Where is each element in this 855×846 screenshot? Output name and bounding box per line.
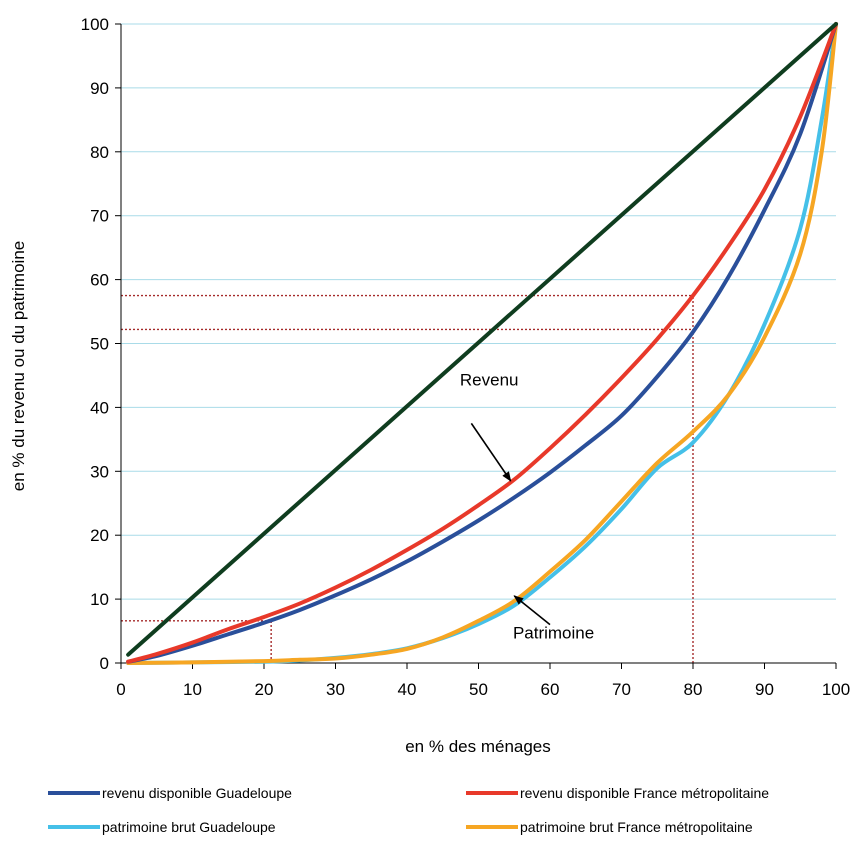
x-tick-label-60: 60 — [541, 680, 560, 699]
x-tick-label-50: 50 — [469, 680, 488, 699]
reference-lines — [121, 294, 694, 663]
legend-label-0: revenu disponible Guadeloupe — [102, 785, 292, 801]
series-line-2 — [126, 22, 838, 664]
y-tick-label-10: 10 — [90, 590, 109, 609]
annotation-arrow-0 — [470, 422, 512, 482]
annotation-arrow-1 — [513, 595, 551, 626]
y-tick-label-60: 60 — [90, 271, 109, 290]
y-tick-label-0: 0 — [100, 654, 109, 673]
legend-label-1: revenu disponible France métropolitaine — [520, 785, 769, 801]
y-tick-label-30: 30 — [90, 462, 109, 481]
x-tick-label-80: 80 — [684, 680, 703, 699]
x-tick-label-90: 90 — [755, 680, 774, 699]
legend-item-2: patrimoine brut Guadeloupe — [48, 819, 276, 835]
x-axis-title: en % des ménages — [405, 737, 551, 756]
legend: revenu disponible Guadeloupe revenu dispo… — [48, 785, 769, 835]
y-tick-label-80: 80 — [90, 143, 109, 162]
legend-label-2: patrimoine brut Guadeloupe — [102, 819, 276, 835]
x-tick-label-70: 70 — [612, 680, 631, 699]
y-tick-label-100: 100 — [81, 15, 109, 34]
annotation-label-1: Patrimoine — [513, 624, 594, 643]
x-tick-label-100: 100 — [822, 680, 850, 699]
series-line-0 — [126, 22, 838, 657]
x-tick-label-10: 10 — [183, 680, 202, 699]
series-line-4 — [126, 22, 838, 665]
y-axis-title: en % du revenu ou du patrimoine — [9, 241, 28, 491]
legend-item-0: revenu disponible Guadeloupe — [48, 785, 292, 801]
y-tick-label-70: 70 — [90, 207, 109, 226]
series-line-1 — [126, 22, 838, 664]
legend-item-1: revenu disponible France métropolitaine — [466, 785, 769, 801]
legend-item-3: patrimoine brut France métropolitaine — [466, 819, 753, 835]
grid-lines — [121, 23, 836, 600]
series-lines — [126, 22, 838, 665]
annotation-label-0: Revenu — [460, 371, 519, 390]
y-tick-labels: 0 10 20 30 40 50 60 70 80 90 100 — [81, 15, 109, 673]
x-tick-label-30: 30 — [326, 680, 345, 699]
y-tick-label-40: 40 — [90, 398, 109, 417]
legend-label-3: patrimoine brut France métropolitaine — [520, 819, 753, 835]
x-tick-label-0: 0 — [116, 680, 125, 699]
x-tick-label-40: 40 — [398, 680, 417, 699]
y-tick-label-90: 90 — [90, 79, 109, 98]
annotations: Revenu Patrimoine — [460, 371, 594, 643]
x-tick-label-20: 20 — [255, 680, 274, 699]
y-tick-label-20: 20 — [90, 526, 109, 545]
y-tick-label-50: 50 — [90, 335, 109, 354]
x-tick-labels: 0 10 20 30 40 50 60 70 80 90 100 — [116, 680, 850, 699]
